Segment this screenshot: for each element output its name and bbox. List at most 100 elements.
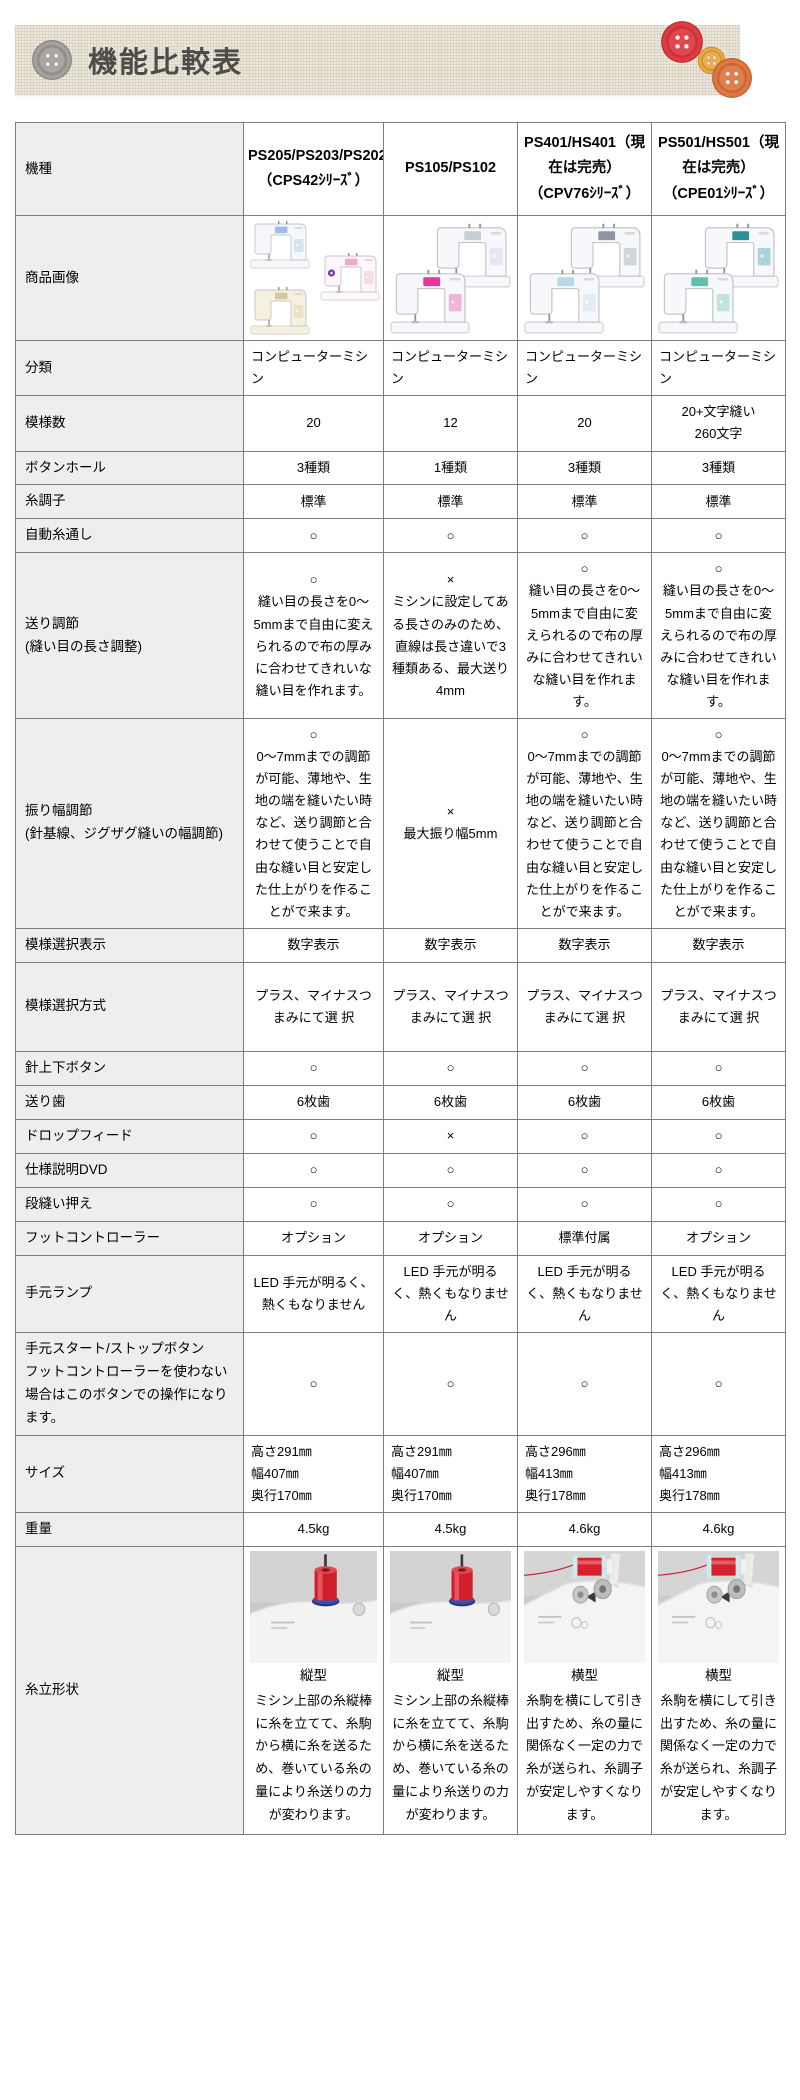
data-cell: オプション (243, 1220, 384, 1256)
data-cell: ○ (651, 1152, 786, 1188)
header-label-cell: 機種 (15, 121, 244, 217)
row-label-cell: フットコントローラー (15, 1220, 244, 1256)
data-cell: 標準付属 (517, 1220, 652, 1256)
table-row: 仕様説明DVD ○ ○ ○ ○ (15, 1152, 786, 1188)
data-cell: コンピューターミシン (383, 340, 518, 397)
spool-image-cell: 横型 糸駒を横にして引き出すため、糸の量に関係なく一定の力で糸が送られ、糸調子が安… (651, 1545, 786, 1836)
data-cell: ○ (517, 1152, 652, 1188)
sewing-machine-illustration (699, 223, 779, 288)
horizontal-spool-photo (658, 1550, 779, 1663)
product-photo (248, 219, 312, 271)
data-cell: オプション (651, 1220, 786, 1256)
product-photo (318, 251, 382, 303)
data-cell: 高さ296㎜ 幅413㎜ 奥行178㎜ (651, 1434, 786, 1513)
spool-type-title: 縦型 (437, 1667, 464, 1683)
data-cell: ○ 0〜7mmまでの調節が可能、薄地や、生地の端を縫いたい時など、送り調節と合わ… (243, 717, 384, 929)
data-cell: ○ (383, 1331, 518, 1436)
spool-image-cell: 横型 糸駒を横にして引き出すため、糸の量に関係なく一定の力で糸が送られ、糸調子が安… (517, 1545, 652, 1836)
row-label-cell: 模様選択方式 (15, 961, 244, 1052)
data-cell: ○ (243, 1050, 384, 1086)
data-cell: ○ (243, 1186, 384, 1222)
data-cell: LED 手元が明るく、熱くもなりません (243, 1254, 384, 1333)
table-row: 段縫い押え ○ ○ ○ ○ (15, 1186, 786, 1222)
data-cell: 標準 (651, 484, 786, 520)
data-cell: ○ (517, 1118, 652, 1154)
data-cell: ○ (383, 1050, 518, 1086)
table-row: 重量 4.5kg 4.5kg 4.6kg 4.6kg (15, 1511, 786, 1547)
model-header-cell: PS105/PS102 (383, 121, 518, 217)
row-label-cell: 糸調子 (15, 484, 244, 520)
data-cell: ○ (517, 1186, 652, 1222)
spool-description: ミシン上部の糸縦棒に糸を立てて、糸駒から横に糸を送るため、巻いている糸の量により… (391, 1692, 509, 1822)
data-cell: 数字表示 (243, 927, 384, 963)
table-row: 手元ランプ LED 手元が明るく、熱くもなりません LED 手元が明るく、熱くもなり… (15, 1254, 786, 1333)
data-cell: 3種類 (651, 450, 786, 486)
data-cell: ○ (383, 1152, 518, 1188)
spool-description: ミシン上部の糸縦棒に糸を立てて、糸駒から横に糸を送るため、巻いている糸の量により… (254, 1692, 372, 1822)
data-cell: 20 (517, 395, 652, 452)
data-cell: ○ (243, 1331, 384, 1436)
data-cell: 20+文字縫い 260文字 (651, 395, 786, 452)
row-label-cell: 模様選択表示 (15, 927, 244, 963)
product-image-cell (651, 215, 786, 342)
vertical-spool-photo (390, 1550, 511, 1663)
data-cell: 20 (243, 395, 384, 452)
data-cell: プラス、マイナスつまみにて選 択 (517, 961, 652, 1052)
table-row: 振り幅調節 (針基線、ジグザグ縫いの幅調節) ○ 0〜7mmまでの調節が可能、薄地… (15, 717, 786, 929)
table-row: 糸調子 標準 標準 標準 標準 (15, 484, 786, 520)
data-cell: ○ (383, 1186, 518, 1222)
row-label-cell: 送り調節 (縫い目の長さ調整) (15, 552, 244, 719)
row-label-cell: ドロップフィード (15, 1118, 244, 1154)
data-cell: ○ (651, 1186, 786, 1222)
spool-image-cell: 縦型ミシン上部の糸縦棒に糸を立てて、糸駒から横に糸を送るため、巻いている糸の量に… (243, 1545, 384, 1836)
sewing-machine-illustration (390, 269, 470, 334)
product-image-cell (517, 215, 652, 342)
data-cell: 高さ291㎜ 幅407㎜ 奥行170㎜ (243, 1434, 384, 1513)
sewing-machine-illustration (658, 269, 738, 334)
product-photos (521, 219, 648, 337)
data-cell: プラス、マイナスつまみにて選 択 (243, 961, 384, 1052)
model-header-cell: PS205/PS203/PS202（CPS42ｼﾘｰｽﾞ） (243, 121, 384, 217)
data-cell: コンピューターミシン (517, 340, 652, 397)
data-cell: ○ (243, 1152, 384, 1188)
row-label-cell: 段縫い押え (15, 1186, 244, 1222)
data-cell: コンピューターミシン (243, 340, 384, 397)
data-cell: LED 手元が明るく、熱くもなりません (383, 1254, 518, 1333)
vertical-spool-photo (250, 1550, 377, 1663)
table-row: サイズ 高さ291㎜ 幅407㎜ 奥行170㎜ 高さ291㎜ 幅407㎜ 奥行170… (15, 1434, 786, 1513)
product-photos (247, 219, 380, 337)
model-header-cell: PS501/HS501（現在は完売）（CPE01ｼﾘｰｽﾞ） (651, 121, 786, 217)
table-row: 商品画像 (15, 215, 786, 342)
data-cell: ○ 0〜7mmまでの調節が可能、薄地や、生地の端を縫いたい時など、送り調節と合わ… (517, 717, 652, 929)
data-cell: ○ (517, 518, 652, 554)
table-row: フットコントローラー オプション オプション 標準付属 オプション (15, 1220, 786, 1256)
row-label-cell: 自動糸通し (15, 518, 244, 554)
row-label-cell: 重量 (15, 1511, 244, 1547)
data-cell: ○ 0〜7mmまでの調節が可能、薄地や、生地の端を縫いたい時など、送り調節と合わ… (651, 717, 786, 929)
data-cell: 3種類 (517, 450, 652, 486)
comparison-table-body: 機種 PS205/PS203/PS202（CPS42ｼﾘｰｽﾞ） PS105/PS1… (15, 121, 786, 1836)
sewing-machine-illustration (524, 269, 604, 334)
product-image-cell (383, 215, 518, 342)
button-icon (31, 39, 73, 81)
product-photos (655, 219, 782, 337)
table-row: 模様数 20 12 20 20+文字縫い 260文字 (15, 395, 786, 452)
data-cell: 6枚歯 (651, 1084, 786, 1120)
row-label-cell: 送り歯 (15, 1084, 244, 1120)
table-header-row: 機種 PS205/PS203/PS202（CPS42ｼﾘｰｽﾞ） PS105/PS1… (15, 121, 786, 217)
row-label-cell: 針上下ボタン (15, 1050, 244, 1086)
data-cell: 標準 (517, 484, 652, 520)
data-cell: ○ (517, 1331, 652, 1436)
spool-type-title: 縦型 (300, 1667, 327, 1683)
data-cell: 標準 (243, 484, 384, 520)
comparison-table: 機種 PS205/PS203/PS202（CPS42ｼﾘｰｽﾞ） PS105/PS1… (15, 121, 786, 1836)
data-cell: ○ (383, 518, 518, 554)
data-cell: ○ 縫い目の長さを0〜5mmまで自由に変えられるので布の厚みに合わせてきれいな縫… (243, 552, 384, 719)
model-header-cell: PS401/HS401（現在は完売）（CPV76ｼﾘｰｽﾞ） (517, 121, 652, 217)
table-row: 模様選択方式 プラス、マイナスつまみにて選 択プラス、マイナスつまみにて選 択プラ… (15, 961, 786, 1052)
table-row: 手元スタート/ストップボタン フットコントローラーを使わない場合はこのボタンでの… (15, 1331, 786, 1436)
data-cell: ○ (651, 1050, 786, 1086)
data-cell: プラス、マイナスつまみにて選 択 (383, 961, 518, 1052)
data-cell: × (383, 1118, 518, 1154)
